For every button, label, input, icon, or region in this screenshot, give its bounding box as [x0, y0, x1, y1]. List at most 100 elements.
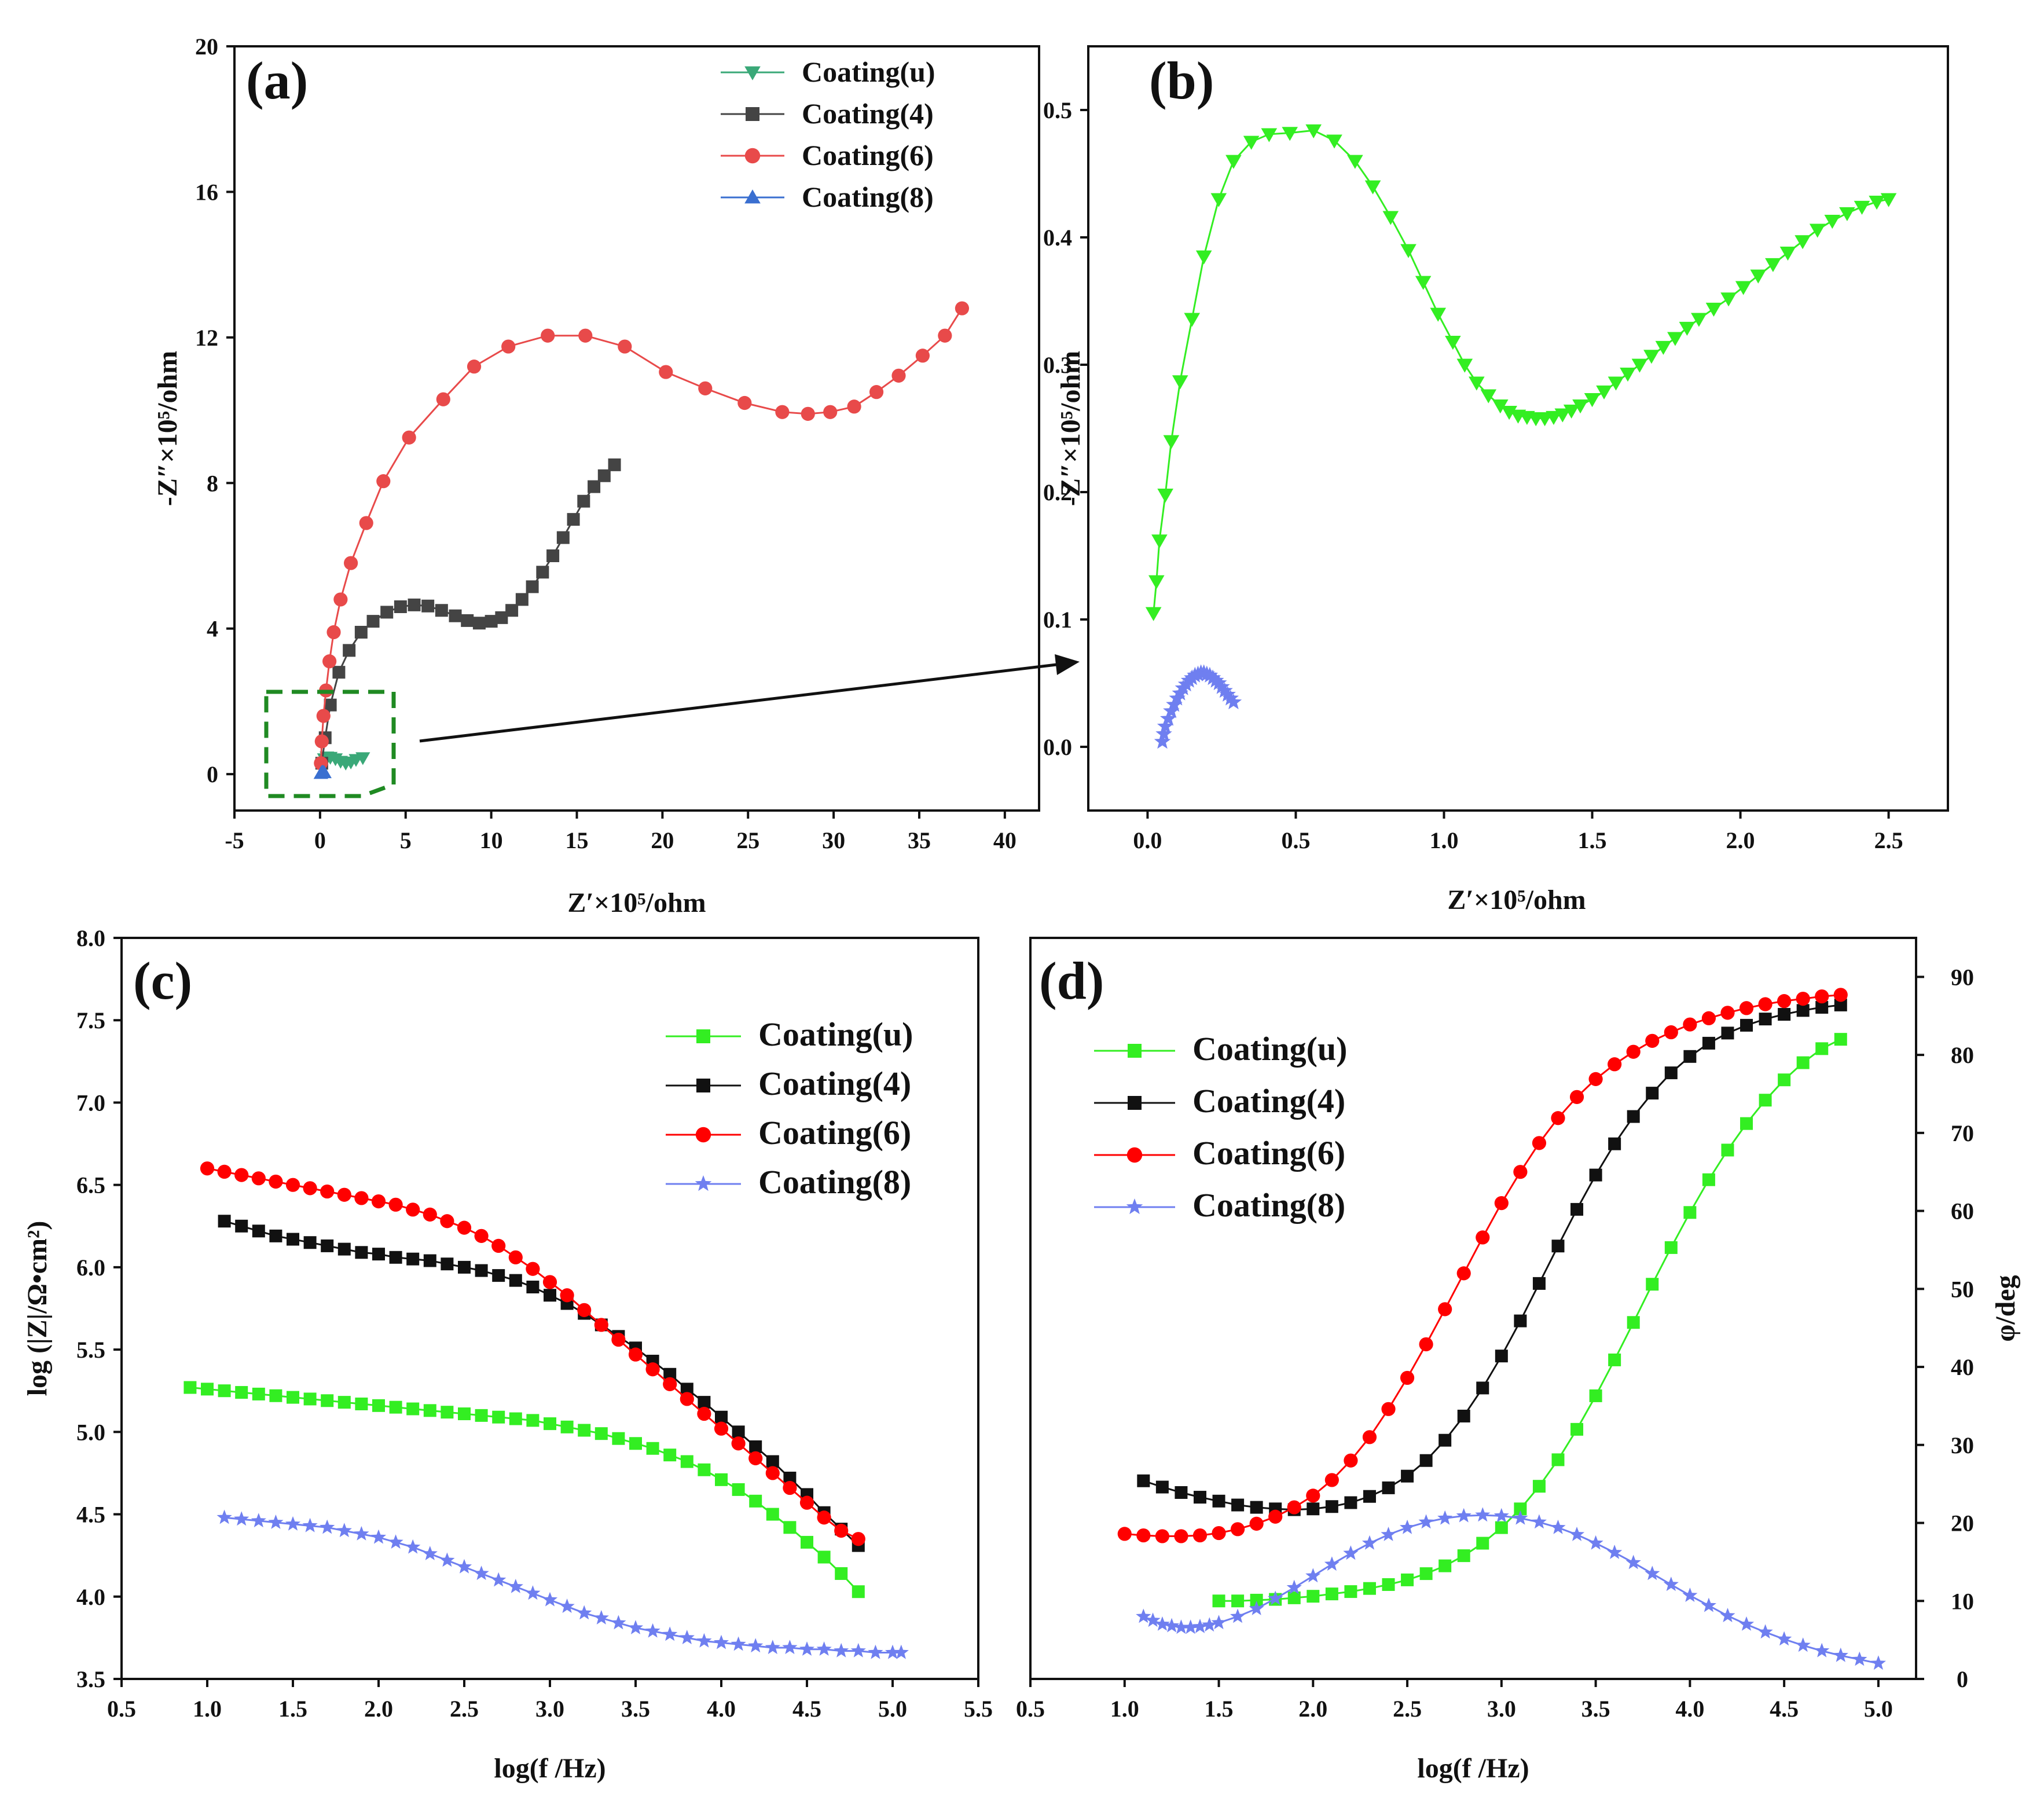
data-point [287, 1233, 299, 1246]
data-point [235, 1386, 248, 1399]
data-point [1626, 1044, 1641, 1059]
data-point [1705, 302, 1722, 317]
data-point [611, 1615, 626, 1630]
series-line [224, 1516, 901, 1653]
data-point [1796, 1056, 1810, 1069]
data-point [1363, 1582, 1376, 1595]
data-point [1184, 313, 1201, 327]
data-point [408, 598, 421, 611]
legend-marker [744, 189, 761, 204]
x-axis-ticks: 0.5 1.0 1.5 2.0 2.5 3.0 3.5 4.0 4.5 5.0 [1016, 1679, 1893, 1722]
data-point [1777, 1631, 1792, 1646]
legend-label: Coating(8) [802, 181, 934, 213]
data-point [1701, 1597, 1716, 1612]
data-point [1243, 135, 1260, 150]
legend-label: Coating(u) [758, 1015, 913, 1053]
data-point [461, 614, 474, 627]
data-point [891, 368, 906, 383]
data-point [344, 556, 358, 570]
data-point [405, 1539, 421, 1554]
data-point [1137, 1474, 1150, 1487]
data-point [1344, 1585, 1357, 1598]
data-point [1325, 1587, 1338, 1601]
data-point [816, 1641, 832, 1656]
data-point [578, 328, 593, 343]
data-point [1608, 1137, 1621, 1150]
data-point [1834, 998, 1847, 1011]
data-point [1532, 1136, 1547, 1150]
data-point [321, 1394, 334, 1407]
data-point [1589, 1168, 1602, 1182]
data-point [441, 1257, 454, 1271]
data-point [698, 381, 713, 395]
data-point [1249, 1601, 1264, 1615]
x-tick-label: 2.5 [1393, 1696, 1422, 1722]
x-axis-ticks: -5 0 5 10 15 20 25 30 35 40 [225, 811, 1017, 853]
series-coating8 [216, 1509, 909, 1659]
y-tick-label: 80 [1951, 1042, 1974, 1068]
data-point [526, 1414, 540, 1427]
data-point [1456, 358, 1473, 373]
legend-marker [696, 1079, 710, 1092]
data-point [1570, 1202, 1584, 1216]
data-point [1546, 410, 1562, 425]
data-point [749, 1494, 762, 1508]
zoom-arrow-head [1055, 654, 1080, 675]
data-point [1683, 1017, 1697, 1032]
data-point [251, 1513, 266, 1528]
legend-marker [746, 107, 759, 121]
x-tick-label: 2.0 [364, 1696, 393, 1722]
data-point [491, 1238, 506, 1253]
x-tick-label: 0 [314, 827, 326, 853]
x-axis-label: Z′×10⁵/ohm [1447, 885, 1586, 915]
legend-marker [744, 66, 761, 80]
data-point [1306, 1488, 1320, 1503]
data-point [287, 1391, 299, 1404]
data-point [1814, 1642, 1830, 1658]
data-point [1219, 685, 1236, 702]
data-point [611, 1332, 626, 1347]
data-point [1230, 1522, 1245, 1537]
data-point [851, 1532, 865, 1546]
data-point [234, 1168, 249, 1182]
data-point [1136, 1528, 1151, 1543]
data-point [1456, 1266, 1471, 1281]
data-point [491, 1572, 507, 1587]
x-tick-label: 0.0 [1133, 827, 1162, 853]
y-tick-label: 20 [195, 34, 218, 60]
x-tick-label: 1.5 [278, 1696, 307, 1722]
data-point [1212, 1526, 1226, 1541]
data-point [714, 1421, 729, 1436]
data-point [680, 1383, 693, 1396]
series-line [190, 1387, 859, 1593]
data-point [801, 1535, 813, 1549]
zoom-annotation [264, 654, 1080, 798]
x-tick-label: 3.0 [535, 1696, 564, 1722]
y-tick-label: 6.0 [76, 1255, 105, 1281]
x-tick-label: 4.5 [1770, 1696, 1799, 1722]
y-tick-label: 4.0 [76, 1584, 105, 1610]
y-tick-label: 7.5 [76, 1007, 105, 1033]
x-tick-label: 20 [651, 827, 674, 853]
data-point [1456, 1508, 1471, 1523]
data-point [492, 1269, 505, 1282]
data-point [495, 611, 508, 624]
data-point [713, 1634, 729, 1649]
series-coating8 [1154, 664, 1242, 749]
data-point [817, 1550, 831, 1564]
series-line [321, 464, 615, 764]
data-point [1551, 1453, 1565, 1466]
data-point [834, 1642, 849, 1658]
data-point [680, 1392, 694, 1406]
data-point [560, 1420, 574, 1433]
series-line [1143, 1514, 1879, 1664]
data-point [1250, 1501, 1263, 1514]
data-point [536, 566, 549, 579]
y-axis-ticks: 0.0 0.1 0.2 0.3 0.4 0.5 [1043, 97, 1088, 760]
series-coating6 [314, 301, 970, 771]
x-tick-label: 2.0 [1298, 1696, 1327, 1722]
panel-a: -5 0 5 10 15 20 25 30 35 40 0 4 8 12 16 20 (a) Z′×10⁵/ohm… [152, 34, 1040, 918]
data-point [324, 698, 337, 712]
data-point [663, 1449, 677, 1462]
data-point [1720, 292, 1737, 307]
